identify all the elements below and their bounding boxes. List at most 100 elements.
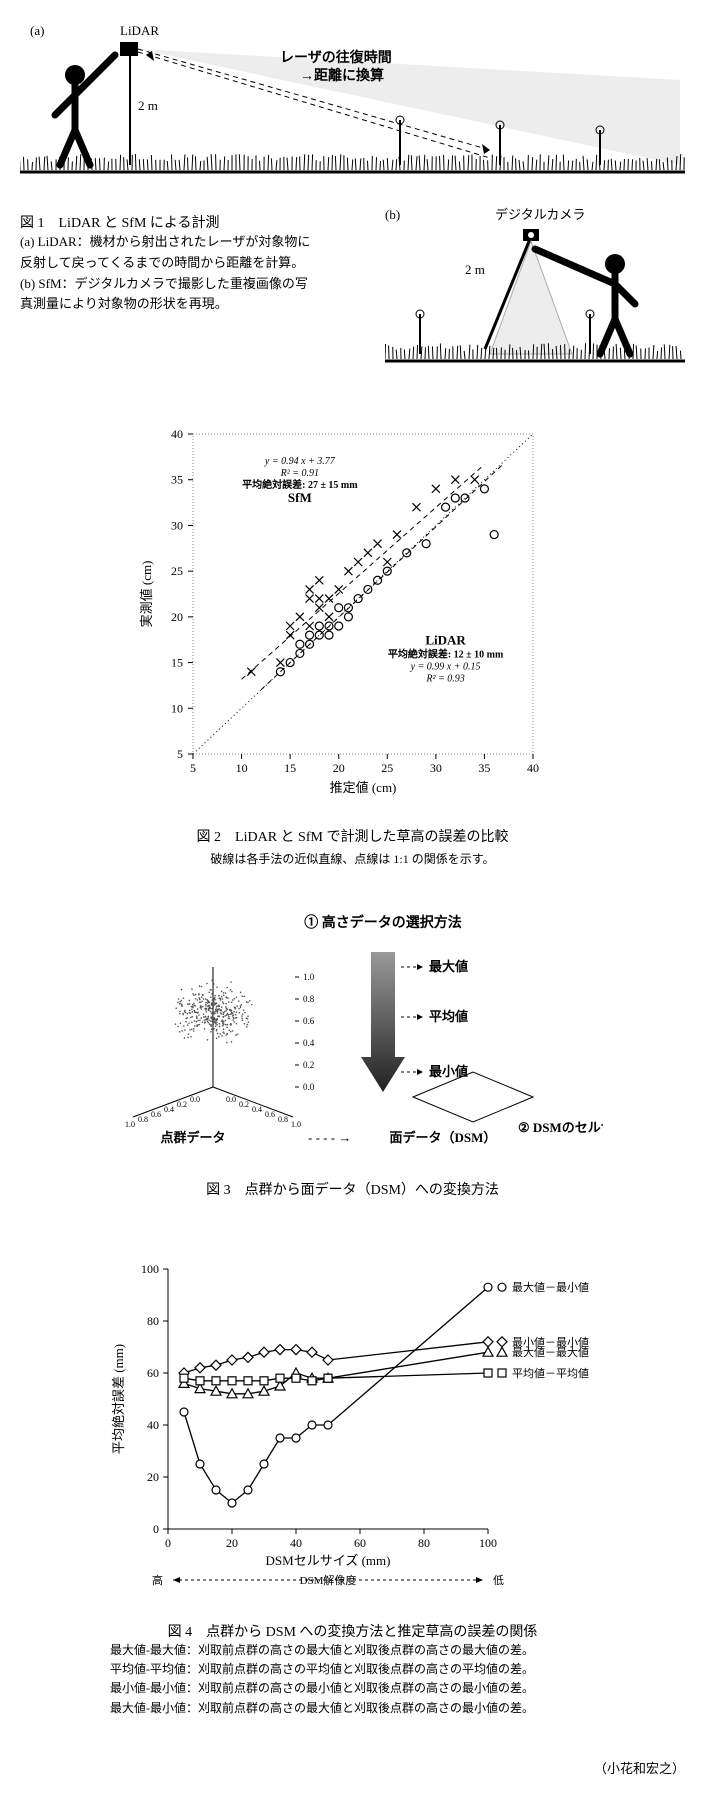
svg-text:最大値: 最大値 <box>429 959 468 974</box>
svg-text:10: 10 <box>171 701 183 715</box>
svg-text:30: 30 <box>429 761 441 775</box>
fig4-explain-line: 最小値-最小値：刈取前点群の高さの最小値と刈取後点群の高さの最小値の差。 <box>110 1679 685 1698</box>
fig1-panel-a: (a) LiDAR 2 m レーザの往復時間 →距離に換算 <box>20 20 685 180</box>
svg-text:60: 60 <box>354 1536 366 1550</box>
height-a: 2 m <box>138 98 158 113</box>
svg-text:1.0: 1.0 <box>125 1120 135 1129</box>
svg-text:LiDAR: LiDAR <box>425 632 466 647</box>
svg-text:35: 35 <box>171 473 183 487</box>
svg-text:20: 20 <box>147 1470 159 1484</box>
svg-text:0.0: 0.0 <box>190 1095 200 1104</box>
svg-text:0: 0 <box>153 1522 159 1536</box>
svg-text:40: 40 <box>290 1536 302 1550</box>
svg-text:0.6: 0.6 <box>265 1110 275 1119</box>
camera-label: デジタルカメラ <box>495 207 585 222</box>
fig4-title: 図 4 点群から DSM への変換方法と推定草高の誤差の関係 <box>20 1621 685 1641</box>
svg-text:0.8: 0.8 <box>303 994 315 1004</box>
fig1-cap-b2: 真測量により対象物の形状を再現。 <box>20 294 365 315</box>
svg-text:実測値 (cm): 実測値 (cm) <box>139 561 154 628</box>
grass-a <box>20 154 684 170</box>
svg-text:100: 100 <box>141 1262 159 1276</box>
fig2-title: 図 2 LiDAR と SfM で計測した草高の誤差の比較 <box>20 826 685 846</box>
fig3-diagram: ① 高さデータの選択方法0.00.20.40.60.81.00.00.00.20… <box>103 907 603 1167</box>
svg-text:5: 5 <box>177 747 183 761</box>
svg-text:15: 15 <box>171 656 183 670</box>
svg-text:最大値－最小値: 最大値－最小値 <box>512 1280 589 1294</box>
svg-text:0.2: 0.2 <box>177 1100 187 1109</box>
svg-text:0: 0 <box>165 1536 171 1550</box>
svg-text:DSMセルサイズ (mm): DSMセルサイズ (mm) <box>265 1553 390 1568</box>
svg-text:80: 80 <box>147 1314 159 1328</box>
figure-1: (a) LiDAR 2 m レーザの往復時間 →距離に換算 図 1 L <box>20 20 685 374</box>
figure-3: ① 高さデータの選択方法0.00.20.40.60.81.00.00.00.20… <box>20 907 685 1199</box>
svg-text:平均値: 平均値 <box>429 1009 468 1024</box>
fig2-sub: 破線は各手法の近似直線、点線は 1:1 の関係を示す。 <box>20 850 685 867</box>
svg-text:0.2: 0.2 <box>303 1060 314 1070</box>
fig1-cap-a2: 反射して戻ってくるまでの時間から距離を計算。 <box>20 253 365 274</box>
svg-text:20: 20 <box>171 610 183 624</box>
svg-text:平均絶対誤差: 12 ± 10 mm: 平均絶対誤差: 12 ± 10 mm <box>387 647 503 660</box>
fig4-explain-line: 最大値-最大値：刈取前点群の高さの最大値と刈取後点群の高さの最大値の差。 <box>110 1641 685 1660</box>
label-b: (b) <box>385 207 400 222</box>
svg-text:0.4: 0.4 <box>164 1105 174 1114</box>
svg-text:1.0: 1.0 <box>291 1120 301 1129</box>
lidar-label: LiDAR <box>120 23 159 38</box>
svg-text:y = 0.99 x + 0.15: y = 0.99 x + 0.15 <box>409 661 480 672</box>
svg-text:60: 60 <box>147 1366 159 1380</box>
fig4-lines: 0 20 40 60 80 100 0 20 40 60 80 100 DSMセルサイズ (mm) 平均絶… <box>103 1239 603 1609</box>
figure-4: 0 20 40 60 80 100 0 20 40 60 80 100 DSMセルサイズ (mm) 平均絶… <box>20 1239 685 1718</box>
svg-text:0.0: 0.0 <box>226 1095 236 1104</box>
svg-text:R² = 0.91: R² = 0.91 <box>279 468 318 479</box>
svg-text:15: 15 <box>284 761 296 775</box>
svg-text:SfM: SfM <box>287 490 311 505</box>
label-a: (a) <box>30 23 44 38</box>
fig2-scatter: 55 10 10 15 15 20 20 25 25 30 30 35 35 40 40 推定値 (cm) 実測… <box>133 414 573 814</box>
svg-text:最大値－最大値: 最大値－最大値 <box>512 1345 589 1359</box>
fig1-cap-b: (b) SfM：デジタルカメラで撮影した重複画像の写 <box>20 274 365 295</box>
svg-text:点群データ: 点群データ <box>160 1130 225 1145</box>
svg-text:0.8: 0.8 <box>138 1115 148 1124</box>
svg-text:- - - - →: - - - - → <box>308 1130 351 1145</box>
svg-text:0.4: 0.4 <box>303 1038 315 1048</box>
svg-text:5: 5 <box>190 761 196 775</box>
author: （小花和宏之） <box>20 1758 685 1777</box>
svg-text:0.2: 0.2 <box>239 1100 249 1109</box>
fig4-explain-line: 平均値-平均値：刈取前点群の高さの平均値と刈取後点群の高さの平均値の差。 <box>110 1660 685 1679</box>
svg-text:30: 30 <box>171 518 183 532</box>
svg-text:y = 0.94 x + 3.77: y = 0.94 x + 3.77 <box>263 456 335 467</box>
svg-text:20: 20 <box>226 1536 238 1550</box>
svg-text:1.0: 1.0 <box>303 972 315 982</box>
svg-text:10: 10 <box>235 761 247 775</box>
svg-text:25: 25 <box>381 761 393 775</box>
height-b: 2 m <box>465 262 485 277</box>
svg-text:低: 低 <box>493 1574 504 1587</box>
svg-text:面データ（DSM）: 面データ（DSM） <box>389 1130 496 1145</box>
svg-text:高: 高 <box>152 1573 163 1587</box>
svg-text:40: 40 <box>527 761 539 775</box>
svg-text:100: 100 <box>479 1536 497 1550</box>
fig4-explain-line: 最大値-最小値：刈取前点群の高さの最大値と刈取後点群の高さの最小値の差。 <box>110 1699 685 1718</box>
svg-text:20: 20 <box>332 761 344 775</box>
laser-text-2: →距離に換算 <box>300 67 384 84</box>
svg-text:0.6: 0.6 <box>151 1110 161 1119</box>
svg-text:35: 35 <box>478 761 490 775</box>
fig1-cap-a: (a) LiDAR：機材から射出されたレーザが対象物に <box>20 232 365 253</box>
svg-text:DSM解像度: DSM解像度 <box>299 1573 356 1587</box>
svg-text:40: 40 <box>171 427 183 441</box>
svg-text:② DSMのセルサイズ: ② DSMのセルサイズ <box>518 1120 603 1135</box>
svg-text:① 高さデータの選択方法: ① 高さデータの選択方法 <box>304 914 462 931</box>
svg-text:0.0: 0.0 <box>303 1082 315 1092</box>
fig1-title: 図 1 LiDAR と SfM による計測 <box>20 212 365 232</box>
laser-text-1: レーザの往復時間 <box>280 49 392 66</box>
svg-text:平均値－平均値: 平均値－平均値 <box>512 1367 589 1380</box>
svg-text:平均絶対誤差 (mm): 平均絶対誤差 (mm) <box>111 1344 126 1454</box>
svg-text:80: 80 <box>418 1536 430 1550</box>
svg-text:推定値 (cm): 推定値 (cm) <box>329 780 396 795</box>
svg-text:25: 25 <box>171 564 183 578</box>
svg-text:R² = 0.93: R² = 0.93 <box>425 673 464 684</box>
figure-2: 55 10 10 15 15 20 20 25 25 30 30 35 35 40 40 推定値 (cm) 実測… <box>20 414 685 867</box>
svg-text:0.6: 0.6 <box>303 1016 315 1026</box>
svg-text:0.8: 0.8 <box>278 1115 288 1124</box>
svg-text:40: 40 <box>147 1418 159 1432</box>
fig1-panel-b: (b) デジタルカメラ 2 m <box>385 204 685 374</box>
